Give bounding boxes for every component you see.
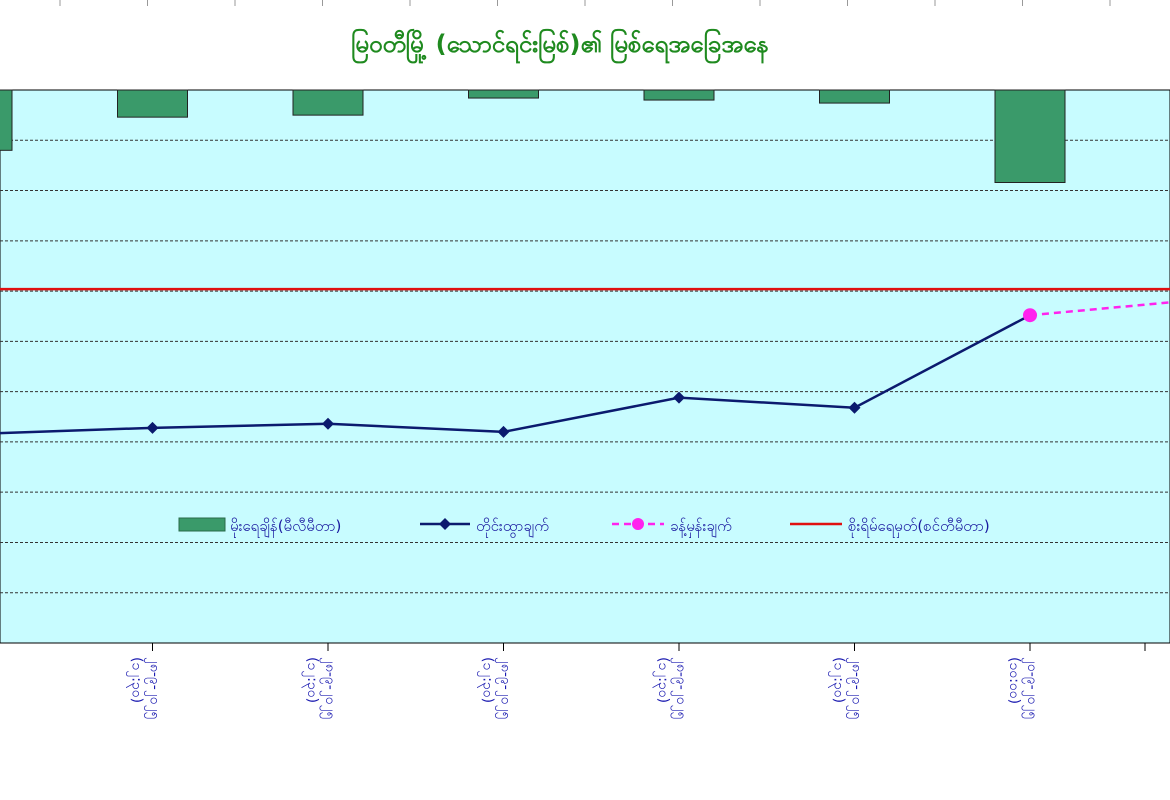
top-axis-ticks [59,0,1111,6]
forecast-point [1023,308,1037,323]
x-tick-label: ၂၈-၉-၂၀၂၅(၁၂:၃၀) [127,657,163,719]
observed-point [497,425,510,438]
legend-label-observed: တိုင်းထွာချက် [476,517,549,538]
observed-point [848,401,861,414]
rainfall-bar [819,89,890,104]
x-axis-ticks [152,643,1146,651]
observed-point [673,391,685,404]
rainfall-bar [468,89,539,99]
legend-label-forecast: ခန့်မှန်းချက် [670,517,732,538]
x-axis-labels: ၂၈-၉-၂၀၂၅(၁၂:၃၀) ၂၈-၉-၂၀၂၅(၁၂:၃၀) ၂၈-၉-၂၀၂… [127,657,1041,719]
x-tick-label: ၂၀-၉-၂၀၂၅(၁၀:၀၀) [1006,657,1040,719]
forecast-line [1029,301,1170,317]
legend-label-rainfall: မိုးရေချိန်(မီလီမီတာ) [230,517,341,538]
rainfall-bar [0,89,13,151]
x-tick-label: ၂၈-၉-၂၀၂၅(၁၂:၃၀) [302,657,338,719]
x-tick-label: ၂၈-၉-၂၀၂၅(၁၂:၃၀) [478,657,514,719]
observed-point [322,417,334,430]
legend: မိုးရေချိန်(မီလီမီတာ) တိုင်းထွာချက် ခန့်… [178,517,990,538]
legend-marker-observed [439,518,451,530]
rainfall-bar [117,89,188,118]
legend-marker-forecast [632,518,644,530]
gridlines [0,139,1170,594]
legend-swatch-rainfall [178,517,226,532]
observed-point [146,421,159,434]
x-tick-label: ၂၈-၉-၂၀၂၅(၁၂:၃၀) [829,657,865,719]
plot-area [0,89,1170,644]
observed-series [0,314,1031,438]
rainfall-bar [994,89,1066,184]
rainfall-bars [0,89,1066,184]
legend-label-danger: စိုးရိမ်ရေမှတ်(စင်တီမီတာ) [848,517,990,538]
rainfall-bar [643,89,715,101]
forecast-series [1023,301,1170,323]
rainfall-bar [292,89,364,116]
x-tick-label: ၂၈-၉-၂၀၂၅(၁၂:၃၀) [653,657,689,719]
